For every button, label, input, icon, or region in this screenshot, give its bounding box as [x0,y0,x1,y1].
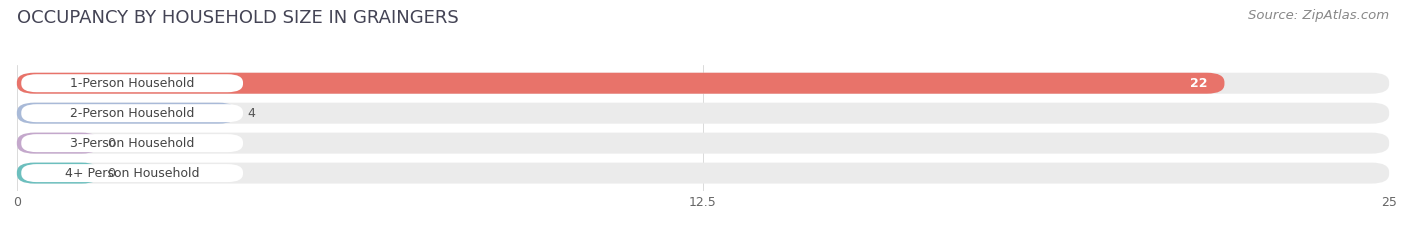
FancyBboxPatch shape [21,164,243,182]
FancyBboxPatch shape [21,74,243,92]
FancyBboxPatch shape [17,73,1225,94]
FancyBboxPatch shape [17,103,236,124]
FancyBboxPatch shape [17,133,100,154]
FancyBboxPatch shape [21,134,243,152]
Text: 0: 0 [107,137,115,150]
Text: OCCUPANCY BY HOUSEHOLD SIZE IN GRAINGERS: OCCUPANCY BY HOUSEHOLD SIZE IN GRAINGERS [17,9,458,27]
FancyBboxPatch shape [17,133,1389,154]
FancyBboxPatch shape [17,73,1389,94]
Text: Source: ZipAtlas.com: Source: ZipAtlas.com [1249,9,1389,22]
FancyBboxPatch shape [17,103,1389,124]
FancyBboxPatch shape [17,163,1389,184]
Text: 4: 4 [247,107,256,120]
FancyBboxPatch shape [17,163,100,184]
Text: 3-Person Household: 3-Person Household [70,137,194,150]
Text: 4: 4 [211,107,219,120]
Text: 4+ Person Household: 4+ Person Household [65,167,200,180]
Text: 0: 0 [107,167,115,180]
Text: 1-Person Household: 1-Person Household [70,77,194,90]
Text: 2-Person Household: 2-Person Household [70,107,194,120]
FancyBboxPatch shape [21,104,243,122]
Text: 22: 22 [1191,77,1208,90]
